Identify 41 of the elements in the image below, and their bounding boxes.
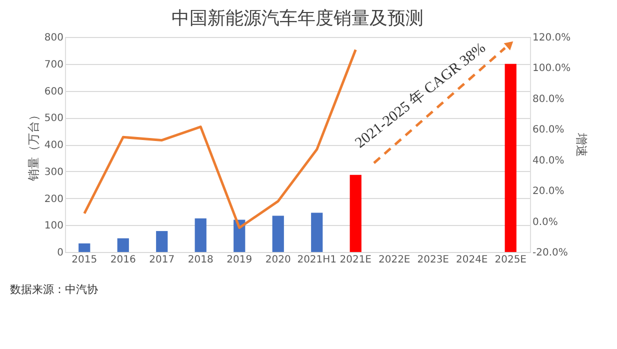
y-tick-label: 400 xyxy=(44,140,64,151)
y-axis-title: 销量（万台） xyxy=(26,109,40,182)
x-tick-label: 2018 xyxy=(188,254,214,266)
y-tick-label: 700 xyxy=(44,59,64,70)
y-tick-label: 300 xyxy=(44,166,64,178)
y2-tick-label: 100.0% xyxy=(532,63,571,74)
y-tick-label: 200 xyxy=(44,194,64,205)
y2-tick-label: 0.0% xyxy=(532,216,558,228)
bar xyxy=(78,243,90,252)
source-note: 数据来源：中汽协 xyxy=(10,283,98,296)
y2-tick-label: 40.0% xyxy=(532,155,564,166)
y2-axis-title: 增速 xyxy=(574,132,589,157)
y-tick-label: 600 xyxy=(44,86,64,98)
bar xyxy=(194,218,206,252)
y-tick-label: 800 xyxy=(44,32,64,44)
x-tick-label: 2022E xyxy=(378,254,410,266)
x-tick-label: 2023E xyxy=(417,254,450,266)
x-tick-label: 2021H1 xyxy=(297,254,337,266)
y2-tick-label: 60.0% xyxy=(532,124,564,136)
y2-tick-label: 20.0% xyxy=(532,186,564,198)
bar xyxy=(272,216,284,252)
x-tick-label: 2015 xyxy=(72,254,98,266)
y2-tick-label: 120.0% xyxy=(532,32,571,44)
bar xyxy=(156,231,168,252)
x-tick-label: 2025E xyxy=(494,254,527,266)
x-tick-label: 2021E xyxy=(340,254,372,266)
y-tick-label: 100 xyxy=(44,220,64,232)
bar xyxy=(504,64,516,252)
chart-title: 中国新能源汽车年度销量及预测 xyxy=(172,8,424,29)
bar xyxy=(350,174,362,252)
y-tick-label: 500 xyxy=(44,113,64,124)
y2-tick-label: -20.0% xyxy=(532,248,568,258)
x-tick-label: 2019 xyxy=(226,254,252,266)
y-tick-label: 0 xyxy=(57,248,64,258)
x-tick-label: 2024E xyxy=(456,254,488,266)
x-tick-label: 2017 xyxy=(149,254,175,266)
bar xyxy=(311,212,323,252)
x-tick-label: 2016 xyxy=(110,254,136,266)
bar xyxy=(117,238,129,252)
y2-tick-label: 80.0% xyxy=(532,94,564,105)
x-tick-label: 2020 xyxy=(265,254,291,266)
